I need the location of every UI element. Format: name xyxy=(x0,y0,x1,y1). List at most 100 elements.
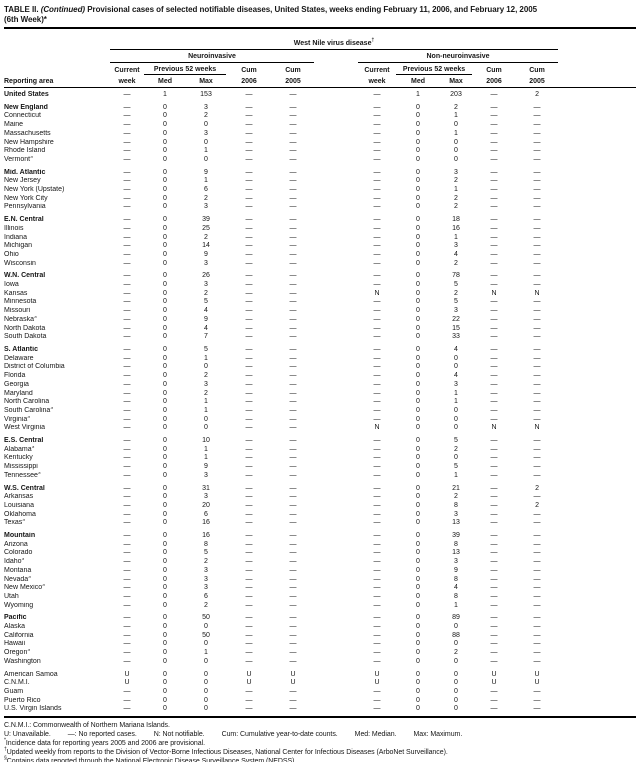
value-cell: — xyxy=(373,389,381,397)
value-cell: — xyxy=(373,298,381,306)
trail-cell xyxy=(558,485,636,494)
value-cell: — xyxy=(123,372,131,380)
value-cell: 8 xyxy=(454,540,458,548)
trail-cell xyxy=(558,584,636,593)
group-gap-cell xyxy=(314,454,358,463)
value-cell: 0 xyxy=(204,363,208,371)
group-gap-cell xyxy=(314,623,358,632)
value-cell: — xyxy=(123,696,131,704)
value-cell: 0 xyxy=(163,679,167,687)
value-cell: 1 xyxy=(454,129,458,137)
table-row: Colorado — 0 5 — — — 0 13 — — xyxy=(4,549,636,558)
table-row: West Virginia — 0 0 — — N 0 0 N N xyxy=(4,424,636,433)
group-header-non-neuroinvasive: Non-neuroinvasive xyxy=(358,49,559,63)
value-cell: — xyxy=(373,406,381,414)
value-cell: — xyxy=(289,696,297,704)
value-cell: — xyxy=(533,272,541,280)
reporting-area-cell: Alaska xyxy=(4,623,26,631)
trail-cell xyxy=(558,346,636,355)
value-cell: 7 xyxy=(204,333,208,341)
col-header-cum2-right: Cum xyxy=(529,66,545,74)
value-cell: N xyxy=(491,289,497,297)
value-cell: — xyxy=(123,540,131,548)
reporting-area-cell: Mississippi xyxy=(4,463,38,471)
value-cell: 1 xyxy=(204,354,208,362)
reporting-area-cell: Wyoming xyxy=(4,601,34,609)
value-cell: — xyxy=(373,657,381,665)
value-cell: — xyxy=(490,454,498,462)
footnote-asterisk: *Incidence data for reporting years 2005… xyxy=(4,737,206,748)
value-cell: — xyxy=(245,445,253,453)
value-cell: — xyxy=(123,168,131,176)
group-gap-cell xyxy=(314,130,358,139)
value-cell: — xyxy=(245,272,253,280)
value-cell: — xyxy=(289,688,297,695)
value-cell: — xyxy=(123,566,131,574)
value-cell: — xyxy=(373,640,381,648)
group-gap-cell xyxy=(314,688,358,697)
value-cell: 50 xyxy=(202,631,210,639)
reporting-area-cell: South Dakota xyxy=(4,333,47,341)
value-cell: 0 xyxy=(204,670,208,678)
value-cell: 0 xyxy=(163,315,167,323)
value-cell: 3 xyxy=(454,558,458,566)
value-cell: — xyxy=(490,138,498,146)
footnotes: C.N.M.I.: Commonwealth of Northern Maria… xyxy=(4,718,636,762)
value-cell: — xyxy=(289,657,297,665)
reporting-area-cell: Mid. Atlantic xyxy=(4,168,46,176)
reporting-area-cell: Maryland xyxy=(4,389,33,397)
value-cell: 0 xyxy=(416,186,420,194)
value-cell: 0 xyxy=(454,657,458,665)
trail-cell xyxy=(558,242,636,251)
value-cell: — xyxy=(490,705,498,713)
group-gap-cell xyxy=(314,112,358,121)
value-cell: — xyxy=(123,493,131,501)
value-cell: — xyxy=(123,688,131,695)
table-row: Montana — 0 3 — — — 0 9 — — xyxy=(4,567,636,576)
value-cell: — xyxy=(123,484,131,492)
value-cell: — xyxy=(289,510,297,518)
reporting-area-cell: Arizona xyxy=(4,540,28,548)
legend-unavailable: U: Unavailable. xyxy=(4,731,51,739)
trail-cell xyxy=(558,186,636,195)
col-header-2006-right: 2006 xyxy=(472,74,516,88)
value-cell: — xyxy=(289,623,297,631)
trail-cell xyxy=(558,130,636,139)
value-cell: 0 xyxy=(454,679,458,687)
value-cell: — xyxy=(533,250,541,258)
trail-cell xyxy=(558,121,636,130)
value-cell: 0 xyxy=(416,389,420,397)
trail-cell xyxy=(558,614,636,623)
value-cell: — xyxy=(245,614,253,622)
value-cell: — xyxy=(533,649,541,657)
value-cell: 1 xyxy=(454,186,458,194)
reporting-area-cell: Colorado xyxy=(4,549,33,557)
value-cell: 0 xyxy=(163,103,167,111)
value-cell: — xyxy=(373,445,381,453)
value-cell: 3 xyxy=(204,575,208,583)
reporting-area-cell: Wisconsin xyxy=(4,259,36,267)
reporting-area-cell: Nebraska§ xyxy=(4,315,37,323)
value-cell: 1 xyxy=(454,601,458,609)
value-cell: 0 xyxy=(163,333,167,341)
value-cell: — xyxy=(373,129,381,137)
col-header-prev52-left: Previous 52 weeks xyxy=(144,62,226,75)
value-cell: — xyxy=(490,194,498,202)
value-cell: — xyxy=(123,406,131,414)
value-cell: — xyxy=(245,324,253,332)
table-row: Delaware — 0 1 — — — 0 0 — — xyxy=(4,355,636,364)
col-header-cum1-right: Cum xyxy=(486,66,502,74)
value-cell: — xyxy=(123,259,131,267)
value-cell: — xyxy=(289,112,297,120)
value-cell: — xyxy=(123,705,131,713)
value-cell: — xyxy=(123,272,131,280)
group-gap-cell xyxy=(314,169,358,178)
value-cell: 0 xyxy=(416,670,420,678)
value-cell: 33 xyxy=(452,333,460,341)
value-cell: 4 xyxy=(204,324,208,332)
trail-cell xyxy=(558,363,636,372)
value-cell: 3 xyxy=(454,242,458,250)
value-cell: — xyxy=(533,415,541,423)
value-cell: — xyxy=(245,501,253,509)
value-cell: 3 xyxy=(204,493,208,501)
